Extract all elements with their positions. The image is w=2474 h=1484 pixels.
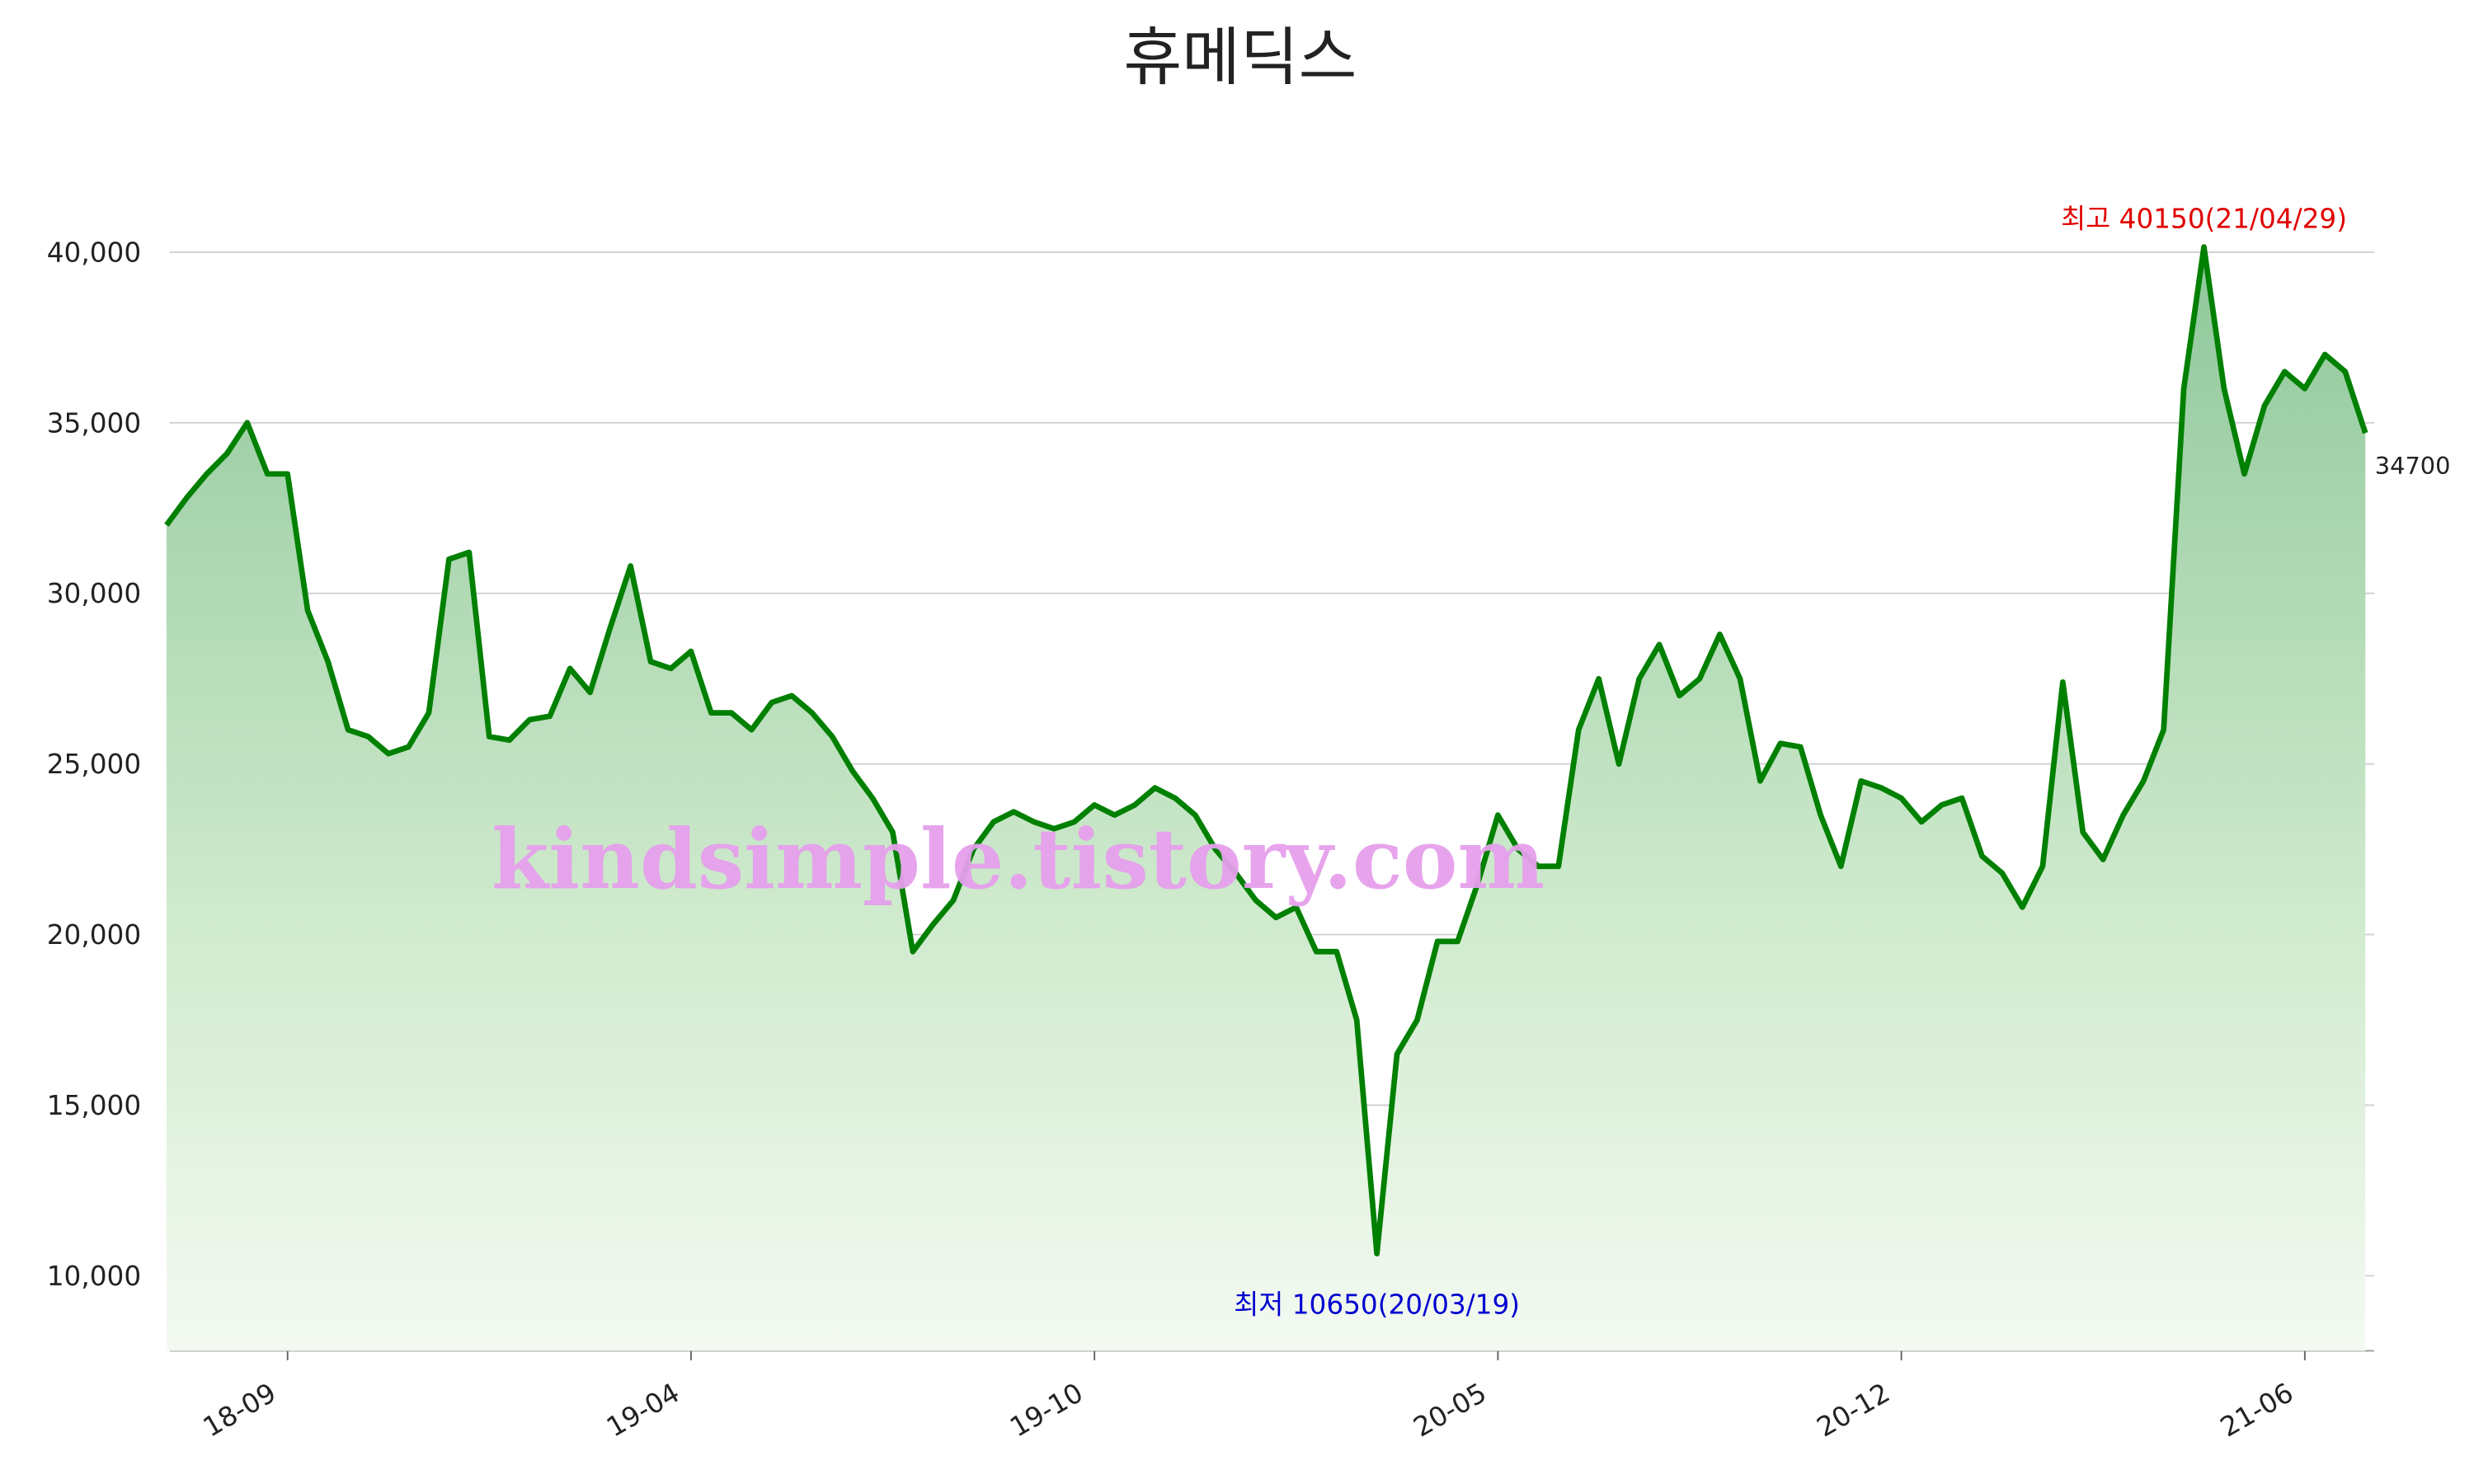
y-tick-label: 15,000 [47,1090,141,1121]
x-tick-label: 21-06 [2215,1377,2298,1443]
area [166,247,2366,1351]
y-tick-label: 20,000 [47,919,141,951]
y-tick-label: 30,000 [47,578,141,609]
x-tick-label: 18-09 [198,1377,281,1443]
watermark: kindsimple.tistory.com [492,810,1545,908]
x-tick-label: 20-05 [1409,1377,1492,1443]
y-tick-label: 10,000 [47,1261,141,1292]
last-annotation: 34700 [2375,452,2451,480]
y-tick-label: 35,000 [47,407,141,439]
max-annotation: 최고 40150(21/04/29) [2061,204,2347,235]
x-tick-label: 19-10 [1004,1377,1088,1443]
min-annotation: 최저 10650(20/03/19) [1234,1289,1520,1321]
chart-title: 휴메딕스 [1123,21,1357,95]
x-tick-label: 20-12 [1812,1377,1895,1443]
x-tick-label: 19-04 [601,1377,684,1443]
y-tick-label: 25,000 [47,749,141,780]
price-line [164,244,2368,1256]
y-tick-label: 40,000 [47,237,141,268]
